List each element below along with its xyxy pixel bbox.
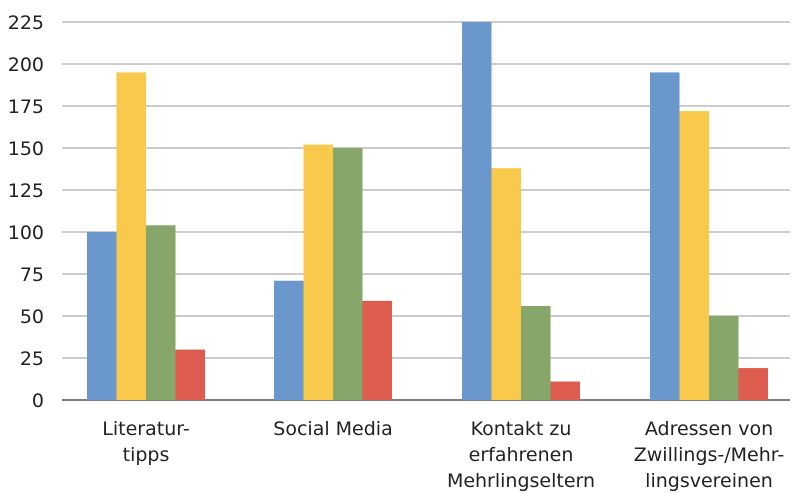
bar-series3-cat2 [333, 148, 363, 400]
bar-series4-cat2 [362, 300, 392, 400]
bars [87, 22, 768, 401]
y-tick-label: 225 [8, 12, 44, 34]
y-tick-label: 175 [8, 96, 44, 118]
bar-series3-cat4 [709, 316, 739, 400]
y-tick-label: 25 [20, 348, 44, 370]
bar-series4-cat4 [738, 368, 768, 400]
bar-series2-cat3 [491, 168, 521, 400]
bar-series4-cat1 [175, 349, 205, 400]
y-tick-label: 100 [8, 222, 44, 244]
bar-series1-cat1 [87, 232, 117, 400]
y-tick-label: 150 [8, 138, 44, 160]
x-category-label: Social Media [273, 418, 392, 440]
x-category-label: Kontakt zu [471, 418, 572, 440]
y-tick-label: 200 [8, 54, 44, 76]
x-category-label: tipps [123, 444, 170, 466]
y-axis-ticks: 0 25 50 75 100 125 150 175 200 225 [8, 12, 44, 412]
x-category-label: Zwillings-/Mehr- [634, 444, 785, 466]
y-tick-label: 50 [20, 306, 44, 328]
x-category-label: erfahrenen [469, 444, 574, 466]
x-category-label: Mehrlingseltern [447, 470, 595, 492]
bar-series2-cat4 [679, 111, 709, 400]
bar-series3-cat1 [146, 225, 176, 400]
bar-series4-cat3 [550, 381, 580, 400]
y-tick-label: 125 [8, 180, 44, 202]
y-tick-label: 0 [32, 390, 44, 412]
y-tick-label: 75 [20, 264, 44, 286]
bar-series2-cat2 [303, 144, 333, 400]
bar-series3-cat3 [521, 305, 551, 400]
bar-series1-cat2 [274, 280, 304, 400]
bar-series2-cat1 [116, 72, 146, 401]
x-axis-labels: Literatur-tipps Social Media Kontakt zu erf… [102, 418, 784, 492]
x-category-label: Adressen von [645, 418, 773, 440]
x-category-label: lingsvereinen [645, 470, 773, 492]
x-category-label: Literatur- [102, 418, 189, 440]
bar-series1-cat4 [650, 72, 680, 401]
bar-series1-cat3 [462, 22, 492, 400]
